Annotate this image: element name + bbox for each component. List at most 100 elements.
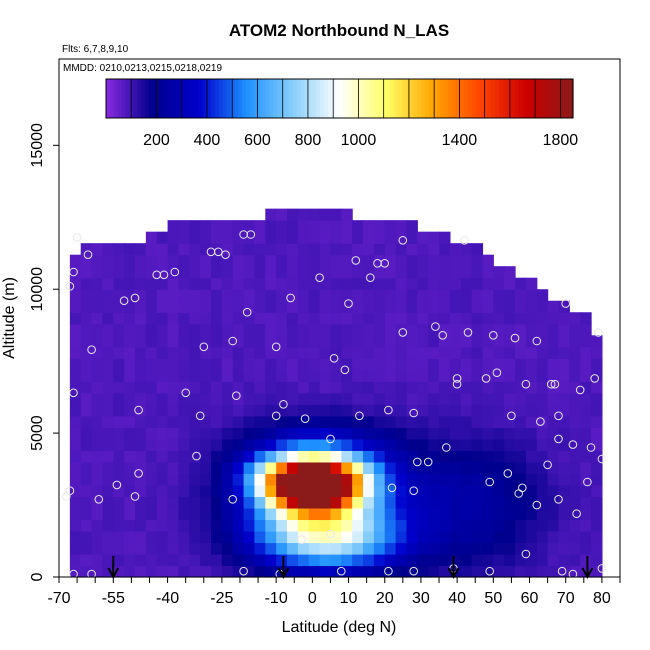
heatmap-cell (276, 404, 288, 417)
heatmap-cell (449, 277, 462, 290)
x-tick-label: -40 (156, 590, 179, 607)
colorbar-segment (413, 79, 418, 118)
heatmap-cell (91, 335, 104, 348)
heatmap-cell (145, 438, 158, 451)
heatmap-cell (69, 484, 82, 498)
heatmap-cell (395, 369, 408, 382)
heatmap-cell (352, 335, 364, 348)
sample-point (554, 434, 563, 444)
heatmap-cell (189, 530, 201, 544)
heatmap-cell (493, 277, 505, 290)
heatmap-cell (243, 542, 256, 555)
colorbar-tick-label: 800 (295, 132, 322, 149)
heatmap-cell (493, 358, 505, 371)
heatmap-cell (482, 369, 494, 382)
heatmap-cell (525, 473, 538, 486)
colorbar-segment (109, 79, 115, 118)
heatmap-cell (439, 392, 451, 405)
colorbar-segment (440, 79, 446, 118)
heatmap-cell (287, 312, 299, 325)
heatmap-cell (276, 266, 288, 279)
heatmap-cell (145, 381, 158, 394)
heatmap-cell (493, 496, 505, 509)
heatmap-cell (558, 507, 570, 521)
heatmap-cell (547, 519, 560, 532)
heatmap-cell (515, 312, 527, 325)
heatmap-cell (558, 358, 570, 371)
heatmap-cell (308, 438, 321, 451)
heatmap-cell (178, 289, 190, 302)
heatmap-cell (341, 277, 353, 290)
sample-point (344, 299, 353, 308)
heatmap-cell (113, 243, 125, 256)
heatmap-cell (319, 438, 332, 451)
heatmap-cell (113, 450, 125, 463)
heatmap-cell (167, 289, 180, 302)
colorbar-segment (191, 79, 197, 118)
heatmap-cell (124, 415, 136, 428)
heatmap-cell (91, 289, 104, 302)
heatmap-cell (80, 473, 93, 486)
heatmap-cell (91, 484, 104, 498)
heatmap-cell (373, 427, 386, 440)
heatmap-cell (395, 381, 408, 394)
heatmap-cell (200, 335, 212, 348)
heatmap-cell (156, 519, 169, 532)
colorbar-segment (382, 79, 387, 118)
heatmap-cell (493, 415, 505, 428)
heatmap-cell (504, 496, 516, 509)
flights-label: Flts: 6,7,8,9,10 (62, 44, 129, 55)
heatmap-cell (102, 553, 114, 567)
heatmap-cell (308, 381, 321, 394)
heatmap-cell (330, 427, 342, 440)
heatmap-cell (471, 427, 484, 440)
heatmap-cell (69, 438, 82, 451)
heatmap-cell (515, 427, 527, 440)
heatmap-cell (156, 438, 169, 451)
heatmap-cell (135, 266, 147, 279)
heatmap-cell (124, 404, 136, 417)
heatmap-cell (319, 254, 332, 267)
colorbar-segment (211, 79, 216, 118)
heatmap-cell (363, 473, 375, 486)
heatmap-cell (297, 312, 310, 325)
heatmap-cell (189, 542, 201, 555)
sample-point (232, 391, 241, 401)
heatmap-cell (525, 312, 538, 325)
heatmap-cell (145, 542, 158, 555)
heatmap-cell (580, 358, 592, 371)
heatmap-cell (460, 415, 473, 428)
heatmap-cell (569, 335, 581, 348)
heatmap-cell (330, 392, 342, 405)
heatmap-cell (297, 553, 310, 567)
heatmap-cell (200, 427, 212, 440)
heatmap-cell (243, 438, 256, 451)
heatmap-cell (384, 289, 397, 302)
heatmap-cell (69, 450, 82, 463)
heatmap-cell (135, 323, 147, 336)
sample-point (112, 480, 122, 490)
heatmap-cell (363, 220, 375, 233)
heatmap-cell (373, 312, 386, 325)
heatmap-cell (580, 335, 592, 348)
heatmap-cell (352, 346, 364, 359)
sample-point (398, 236, 408, 245)
heatmap-cell (287, 507, 299, 521)
heatmap-cell (504, 507, 516, 521)
heatmap-cell (145, 565, 158, 578)
heatmap-cell (319, 231, 332, 244)
heatmap-cell (211, 300, 223, 313)
heatmap-cell (156, 346, 169, 359)
heatmap-cell (145, 507, 158, 521)
colorbar-segment (152, 79, 158, 118)
heatmap-cell (439, 243, 451, 256)
colorbar-segment (133, 79, 138, 118)
heatmap-cell (135, 358, 147, 371)
colorbar-tick-label: 600 (244, 132, 271, 149)
heatmap-cell (493, 473, 505, 486)
heatmap-cell (482, 404, 494, 417)
heatmap-cell (265, 565, 277, 578)
heatmap-cell (80, 335, 93, 348)
heatmap-cell (287, 404, 299, 417)
heatmap-cell (69, 369, 82, 382)
